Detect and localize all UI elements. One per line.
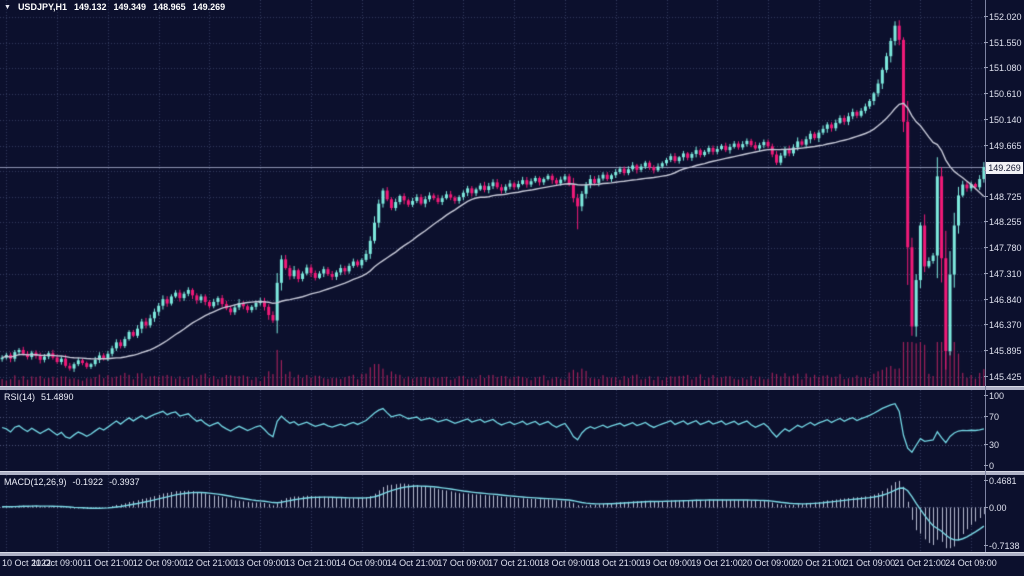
rsi-canvas[interactable] <box>0 390 986 471</box>
current-price-tag: 149.269 <box>986 161 1023 174</box>
macd-axis-tick: 0.00 <box>984 503 1007 513</box>
time-axis-tick: 21 Oct 21:00 <box>894 558 946 568</box>
time-axis-tick: 18 Oct 21:00 <box>589 558 642 568</box>
price-axis-line <box>985 0 986 552</box>
time-axis-tick: 21 Oct 09:00 <box>843 558 896 568</box>
macd-name: MACD(12,26,9) <box>4 477 67 487</box>
panel-separator-macd[interactable] <box>0 471 1024 475</box>
time-axis-tick: 14 Oct 09:00 <box>335 558 388 568</box>
ohlc-close: 149.269 <box>192 2 226 12</box>
time-axis-tick: 14 Oct 21:00 <box>386 558 439 568</box>
macd-axis-tick: 0.4681 <box>984 476 1017 486</box>
price-axis-tick: 151.550 <box>984 38 1022 48</box>
ohlc-high: 149.349 <box>113 2 147 12</box>
time-axis-tick: 11 Oct 21:00 <box>82 558 134 568</box>
price-axis-tick: 151.080 <box>984 63 1022 73</box>
rsi-indicator-label: RSI(14) 51.4890 <box>4 392 74 403</box>
time-axis-tick: 24 Oct 09:00 <box>945 558 997 568</box>
price-axis-tick: 152.020 <box>984 12 1022 22</box>
price-axis-tick: 150.140 <box>984 115 1022 125</box>
price-axis-tick: 148.255 <box>984 217 1022 227</box>
time-axis-tick: 18 Oct 09:00 <box>538 558 591 568</box>
price-axis-tick: 145.895 <box>984 346 1022 356</box>
ohlc-low: 148.965 <box>153 2 186 12</box>
time-axis-tick: 13 Oct 09:00 <box>234 558 286 568</box>
main-price-canvas[interactable] <box>0 0 986 386</box>
macd-main-value: -0.1922 <box>72 477 104 487</box>
time-axis-tick: 17 Oct 09:00 <box>437 558 489 568</box>
macd-canvas[interactable] <box>0 475 986 552</box>
price-axis-tick: 146.840 <box>984 295 1022 305</box>
price-axis-tick: 147.780 <box>984 243 1022 253</box>
time-axis-tick: 19 Oct 21:00 <box>691 558 743 568</box>
ohlc-open: 149.132 <box>73 2 107 12</box>
price-axis-tick: 145.425 <box>984 372 1022 382</box>
macd-axis-tick: -0.7138 <box>984 541 1020 551</box>
panel-separator-rsi[interactable] <box>0 386 1024 390</box>
price-axis-tick: 149.665 <box>984 141 1022 151</box>
time-axis-tick: 10 Oct 2022 <box>2 558 52 568</box>
rsi-axis-tick: 70 <box>983 412 1000 422</box>
rsi-axis-tick: 100 <box>983 391 1005 401</box>
rsi-axis-tick: 30 <box>983 440 1000 450</box>
time-axis-tick: 13 Oct 21:00 <box>285 558 337 568</box>
price-axis-tick: 148.725 <box>984 192 1022 202</box>
time-axis-tick: 12 Oct 21:00 <box>183 558 236 568</box>
chart-info-bar: ▼ USDJPY,H1 149.132 149.349 148.965 149.… <box>4 2 225 13</box>
time-axis-tick: 20 Oct 09:00 <box>742 558 794 568</box>
time-axis-tick: 12 Oct 09:00 <box>132 558 185 568</box>
macd-indicator-label: MACD(12,26,9) -0.1922 -0.3937 <box>4 477 140 488</box>
rsi-axis-tick: 0 <box>983 461 995 471</box>
time-axis-tick: 20 Oct 21:00 <box>792 558 845 568</box>
macd-signal-value: -0.3937 <box>109 477 140 487</box>
rsi-value: 51.4890 <box>41 392 74 402</box>
time-axis-tick: 19 Oct 09:00 <box>640 558 693 568</box>
rsi-name: RSI(14) <box>4 392 36 402</box>
time-axis-tick: 11 Oct 09:00 <box>31 558 83 568</box>
time-axis-tick: 17 Oct 21:00 <box>488 558 540 568</box>
symbol-period-label: USDJPY,H1 <box>17 2 67 12</box>
price-axis-tick: 147.310 <box>984 269 1022 279</box>
price-axis-tick: 146.370 <box>984 320 1022 330</box>
panel-separator-timeaxis <box>0 552 1024 556</box>
price-axis-tick: 150.610 <box>984 89 1022 99</box>
chevron-down-icon[interactable]: ▼ <box>4 4 11 11</box>
